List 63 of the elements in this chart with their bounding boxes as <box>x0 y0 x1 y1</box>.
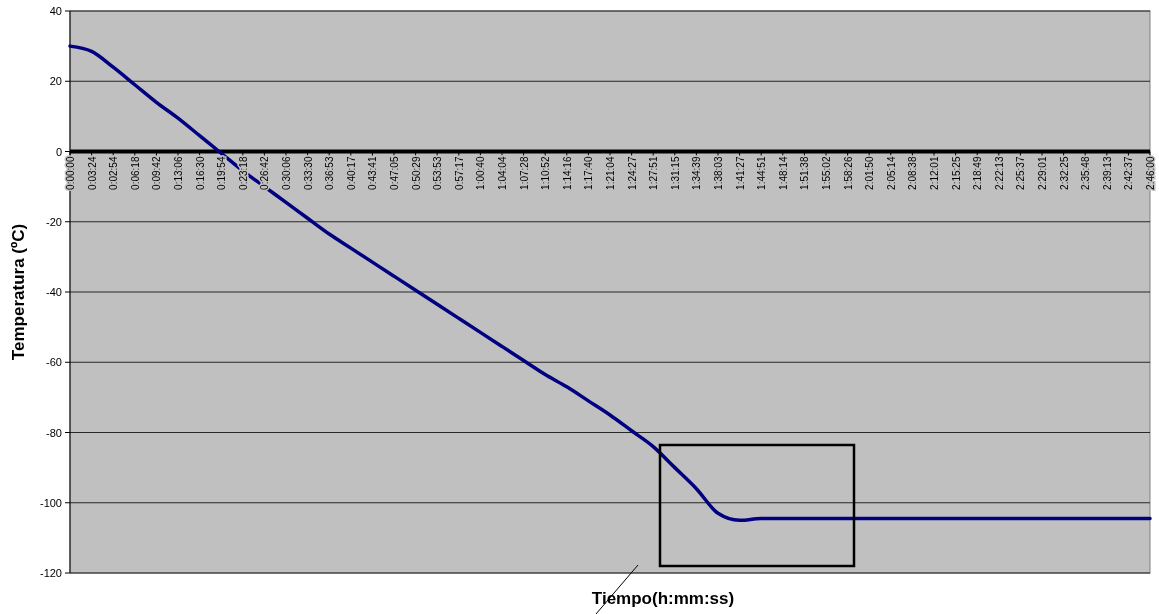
x-tick-label: 0:02:54 <box>108 156 120 190</box>
x-tick-label: 2:32:25 <box>1058 156 1070 190</box>
x-tick-label: 2:25:37 <box>1015 156 1027 190</box>
x-tick-label: 2:12:01 <box>929 156 940 190</box>
x-tick-label: 0:30:06 <box>281 156 292 190</box>
x-tick-label: 1:07:28 <box>518 156 530 190</box>
x-tick-label: 1:44:51 <box>756 156 768 190</box>
y-tick-label: -80 <box>46 426 62 439</box>
x-tick-label: 0:06:18 <box>129 156 141 190</box>
x-tick-label: 0:09:42 <box>151 156 163 190</box>
x-tick-label: 0:47:05 <box>389 156 400 190</box>
x-tick-label: 1:10:52 <box>540 156 552 190</box>
x-tick-label: 2:18:49 <box>972 156 984 190</box>
x-tick-label: 1:14:16 <box>561 156 573 190</box>
x-tick-label: 1:58:26 <box>842 156 854 190</box>
x-tick-label: 1:51:38 <box>799 156 811 190</box>
y-tick-label: 20 <box>49 75 62 88</box>
y-tick-label: -20 <box>46 215 62 228</box>
x-tick-label: 0:16:30 <box>194 156 206 190</box>
x-tick-label: 2:42:37 <box>1123 156 1135 190</box>
x-tick-label: 2:05:14 <box>885 156 897 190</box>
x-tick-label: 0:40:17 <box>345 156 357 190</box>
x-tick-label: 0:00:00 <box>65 156 76 190</box>
x-tick-label: 1:41:27 <box>734 156 746 190</box>
x-tick-label: 0:36:53 <box>324 156 336 190</box>
x-tick-label: 1:48:14 <box>777 156 789 190</box>
x-tick-label: 0:26:42 <box>259 156 271 190</box>
x-tick-label: 1:00:40 <box>475 156 487 190</box>
x-tick-label: 0:43:41 <box>367 156 379 190</box>
x-tick-label: 1:24:27 <box>626 156 638 190</box>
x-tick-label: 1:21:04 <box>605 156 616 190</box>
x-tick-label: 0:03:24 <box>86 156 98 190</box>
x-tick-label: 2:29:01 <box>1037 156 1048 190</box>
x-tick-label: 0:33:30 <box>302 156 314 190</box>
x-tick-label: 2:15:25 <box>950 156 962 190</box>
x-tick-label: 2:46:00 <box>1145 156 1156 190</box>
y-tick-label: 0 <box>55 145 62 158</box>
x-tick-label: 2:22:13 <box>993 156 1005 190</box>
x-tick-label: 2:08:38 <box>907 156 919 190</box>
x-tick-label: 0:19:54 <box>216 156 228 190</box>
x-tick-label: 0:23:18 <box>237 156 249 190</box>
line-series <box>68 44 1152 523</box>
x-tick-label: 1:55:02 <box>821 156 832 190</box>
x-tick-label: 2:35:48 <box>1080 156 1092 190</box>
y-tick-label: -40 <box>46 286 62 298</box>
y-axis-title: Temperatura (ºC) <box>9 223 28 361</box>
x-tick-label: 1:04:04 <box>497 156 508 190</box>
x-tick-label: 2:39:13 <box>1101 156 1113 190</box>
y-tick-label: -60 <box>46 356 62 369</box>
x-tick-label: 0:57:17 <box>453 156 465 190</box>
y-tick-label: -100 <box>39 496 62 509</box>
y-tick-label: 40 <box>49 5 62 17</box>
x-tick-label: 0:50:29 <box>410 156 422 190</box>
x-tick-label: 0:13:06 <box>173 156 184 190</box>
x-tick-label: 1:27:51 <box>648 156 660 190</box>
x-axis-title: Tiempo(h:mm:ss) <box>591 589 735 608</box>
x-tick-label: 1:38:03 <box>713 156 724 190</box>
x-tick-label: 2:01:50 <box>864 156 876 190</box>
y-tick-label: -120 <box>39 567 62 579</box>
x-tick-label: 1:34:39 <box>691 156 703 190</box>
x-tick-label: 1:31:15 <box>669 156 681 190</box>
x-tick-label: 0:53:53 <box>432 156 444 190</box>
x-tick-label: 1:17:40 <box>583 156 595 190</box>
